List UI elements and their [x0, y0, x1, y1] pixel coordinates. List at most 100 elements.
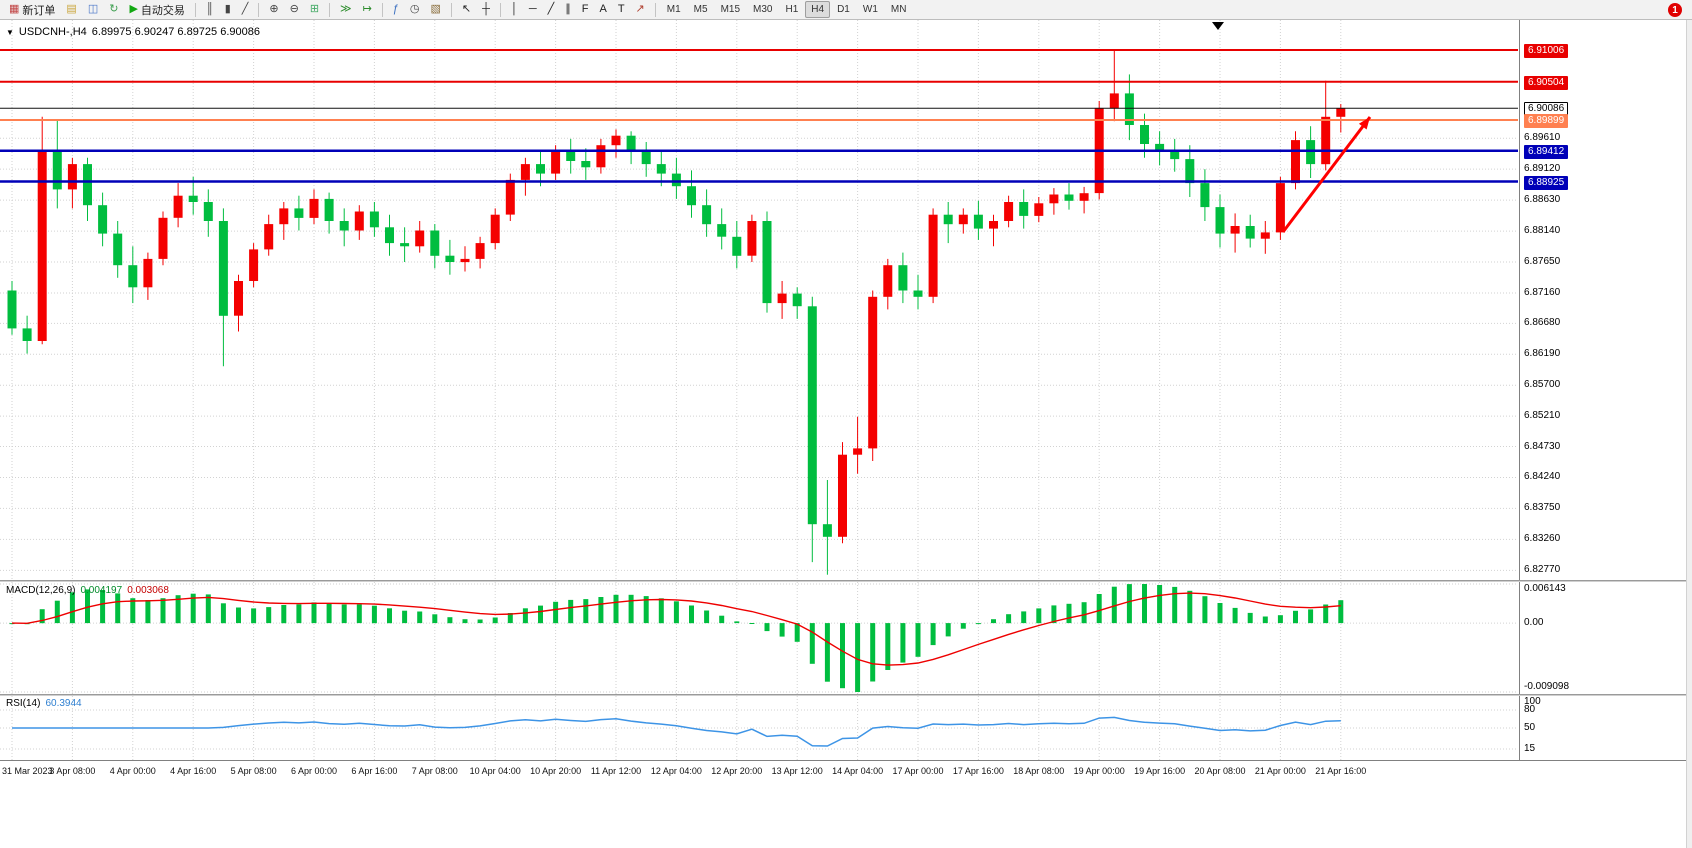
time-label: 10 Apr 20:00 [530, 766, 582, 776]
candlestick-chart-button[interactable]: ▮ [220, 1, 236, 18]
arrows-button[interactable]: ↗ [631, 1, 650, 18]
templates-button[interactable]: ▧ [426, 1, 446, 18]
timeframe-h1-button[interactable]: H1 [779, 1, 804, 18]
timeframe-mn-button-label: MN [890, 4, 907, 15]
timeframe-h4-button[interactable]: H4 [805, 1, 831, 18]
bar-chart-button[interactable]: ║ [201, 1, 219, 18]
timeframe-w1-button[interactable]: W1 [857, 1, 884, 18]
auto-scroll-button[interactable]: ≫ [335, 1, 357, 18]
text-button[interactable]: A [594, 1, 611, 18]
macd-main-value: 0.004197 [80, 585, 123, 596]
line-chart-button[interactable]: ╱ [237, 1, 254, 18]
new-order-button-label: 新订单 [22, 4, 56, 17]
timeframe-m15-button[interactable]: M15 [715, 1, 746, 18]
axis-tick-label: 50 [1524, 722, 1536, 733]
time-axis[interactable]: 31 Mar 2023 3 Apr 08:00 4 Apr 00:00 4 Apr 1… [0, 760, 1692, 784]
zoom-out-button[interactable]: ⊖ [285, 1, 304, 18]
macd-axis[interactable]: 0.006143 0.00 -0.009098 [1519, 582, 1692, 694]
candles [7, 50, 1346, 575]
new-order-icon: ▦ [9, 3, 20, 15]
axis-tick-label: 6.83750 [1524, 502, 1561, 514]
macd-chart[interactable] [0, 582, 1518, 694]
timeframe-mn-button[interactable]: MN [885, 1, 913, 18]
one-click-trading-toggle-icon[interactable]: ▼ [6, 27, 14, 37]
auto-scroll-icon: ≫ [340, 3, 352, 15]
gridlines [0, 20, 1518, 580]
time-label: 11 Apr 12:00 [590, 766, 642, 776]
macd-histogram [9, 584, 1344, 692]
crosshair-button[interactable]: ┼ [477, 1, 495, 18]
zoom-in-button[interactable]: ⊕ [264, 1, 283, 18]
axis-tick-label: 6.89120 [1524, 163, 1561, 175]
fibonacci-button[interactable]: F [577, 1, 594, 18]
chart-shift-icon: ↦ [362, 3, 372, 15]
time-label: 6 Apr 00:00 [290, 766, 338, 776]
time-label: 10 Apr 04:00 [469, 766, 521, 776]
axis-tick-label: 6.86680 [1524, 317, 1561, 329]
panel-divider[interactable] [0, 580, 1692, 582]
timeframe-w1-button-label: W1 [862, 4, 878, 15]
axis-tick-label: 15 [1524, 743, 1536, 754]
rsi-chart[interactable] [0, 696, 1518, 760]
cursor-button[interactable]: ↖ [457, 1, 476, 18]
price-line-label: 6.88925 [1524, 175, 1569, 190]
price-line-label: 6.91006 [1524, 44, 1569, 59]
trend-arrow-annotation[interactable] [1281, 116, 1372, 233]
trendline-button[interactable]: ╱ [543, 1, 560, 18]
indicators-button[interactable]: ƒ [388, 1, 404, 18]
timeframe-m1-button[interactable]: M1 [661, 1, 687, 18]
rsi-value: 60.3944 [45, 698, 82, 709]
timeframe-d1-button[interactable]: D1 [831, 1, 856, 18]
chart-ohlc-values: 6.89975 6.90247 6.89725 6.90086 [91, 26, 260, 38]
vertical-line-button[interactable]: │ [506, 1, 523, 18]
chart-shift-marker[interactable] [1212, 22, 1224, 30]
tile-windows-button[interactable]: ⊞ [305, 1, 324, 18]
axis-tick-label: 80 [1524, 704, 1536, 715]
refresh-button[interactable]: ↻ [104, 1, 123, 18]
indicators-icon: ƒ [392, 3, 399, 15]
axis-tick-label: 0.00 [1524, 617, 1544, 629]
time-label: 19 Apr 00:00 [1073, 766, 1125, 776]
label-button[interactable]: T [613, 1, 630, 18]
macd-label: MACD(12,26,9) 0.004197 0.003068 [6, 585, 169, 596]
auto-trading-button[interactable]: ▶ 自动交易 [124, 1, 189, 18]
channel-button[interactable]: ∥ [560, 1, 576, 18]
timeframe-m30-button[interactable]: M30 [747, 1, 778, 18]
axis-tick-label: 100 [1524, 696, 1541, 707]
axis-tick-label: 6.87650 [1524, 256, 1561, 268]
vertical-line-icon: │ [510, 3, 518, 15]
timeframe-h4-button-label: H4 [811, 4, 825, 15]
horizontal-line-icon: ─ [528, 3, 537, 15]
rsi-axis[interactable]: 100 80 50 15 [1519, 696, 1692, 760]
axis-tick-label: 0.006143 [1524, 583, 1566, 594]
timeframe-m1-button-label: M1 [666, 4, 681, 15]
zoom-in-icon: ⊕ [269, 3, 279, 15]
print-button[interactable]: ▤ [61, 1, 81, 18]
rsi-name: RSI(14) [6, 698, 41, 709]
time-label: 5 Apr 08:00 [230, 766, 277, 776]
template-icon: ▧ [430, 3, 441, 15]
new-order-button[interactable]: ▦ 新订单 [4, 1, 60, 18]
preview-button[interactable]: ◫ [83, 1, 103, 18]
periods-button[interactable]: ◷ [405, 1, 425, 18]
chart-shift-button[interactable]: ↦ [358, 1, 377, 18]
window-scrollbar[interactable] [1686, 20, 1692, 848]
time-label: 21 Apr 00:00 [1254, 766, 1306, 776]
horizontal-lines[interactable] [0, 49, 1518, 183]
preview-icon: ◫ [87, 3, 99, 15]
time-label: 18 Apr 08:00 [1013, 766, 1065, 776]
timeframe-m5-button[interactable]: M5 [688, 1, 714, 18]
channel-icon: ∥ [565, 3, 571, 15]
price-axis[interactable]: 6.89610 6.89120 6.88630 6.88140 6.87650 6.871… [1519, 20, 1692, 580]
time-label: 7 Apr 08:00 [411, 766, 458, 776]
time-label: 21 Apr 16:00 [1315, 766, 1367, 776]
rsi-line [12, 716, 1341, 747]
panel-divider[interactable] [0, 694, 1692, 696]
time-label: 3 Apr 08:00 [49, 766, 96, 776]
time-label: 19 Apr 16:00 [1134, 766, 1186, 776]
time-label: 20 Apr 08:00 [1194, 766, 1246, 776]
horizontal-line-button[interactable]: ─ [524, 1, 542, 18]
candlestick-chart[interactable] [0, 20, 1518, 580]
macd-signal-value: 0.003068 [127, 585, 169, 596]
notification-badge[interactable]: 1 [1668, 3, 1682, 17]
